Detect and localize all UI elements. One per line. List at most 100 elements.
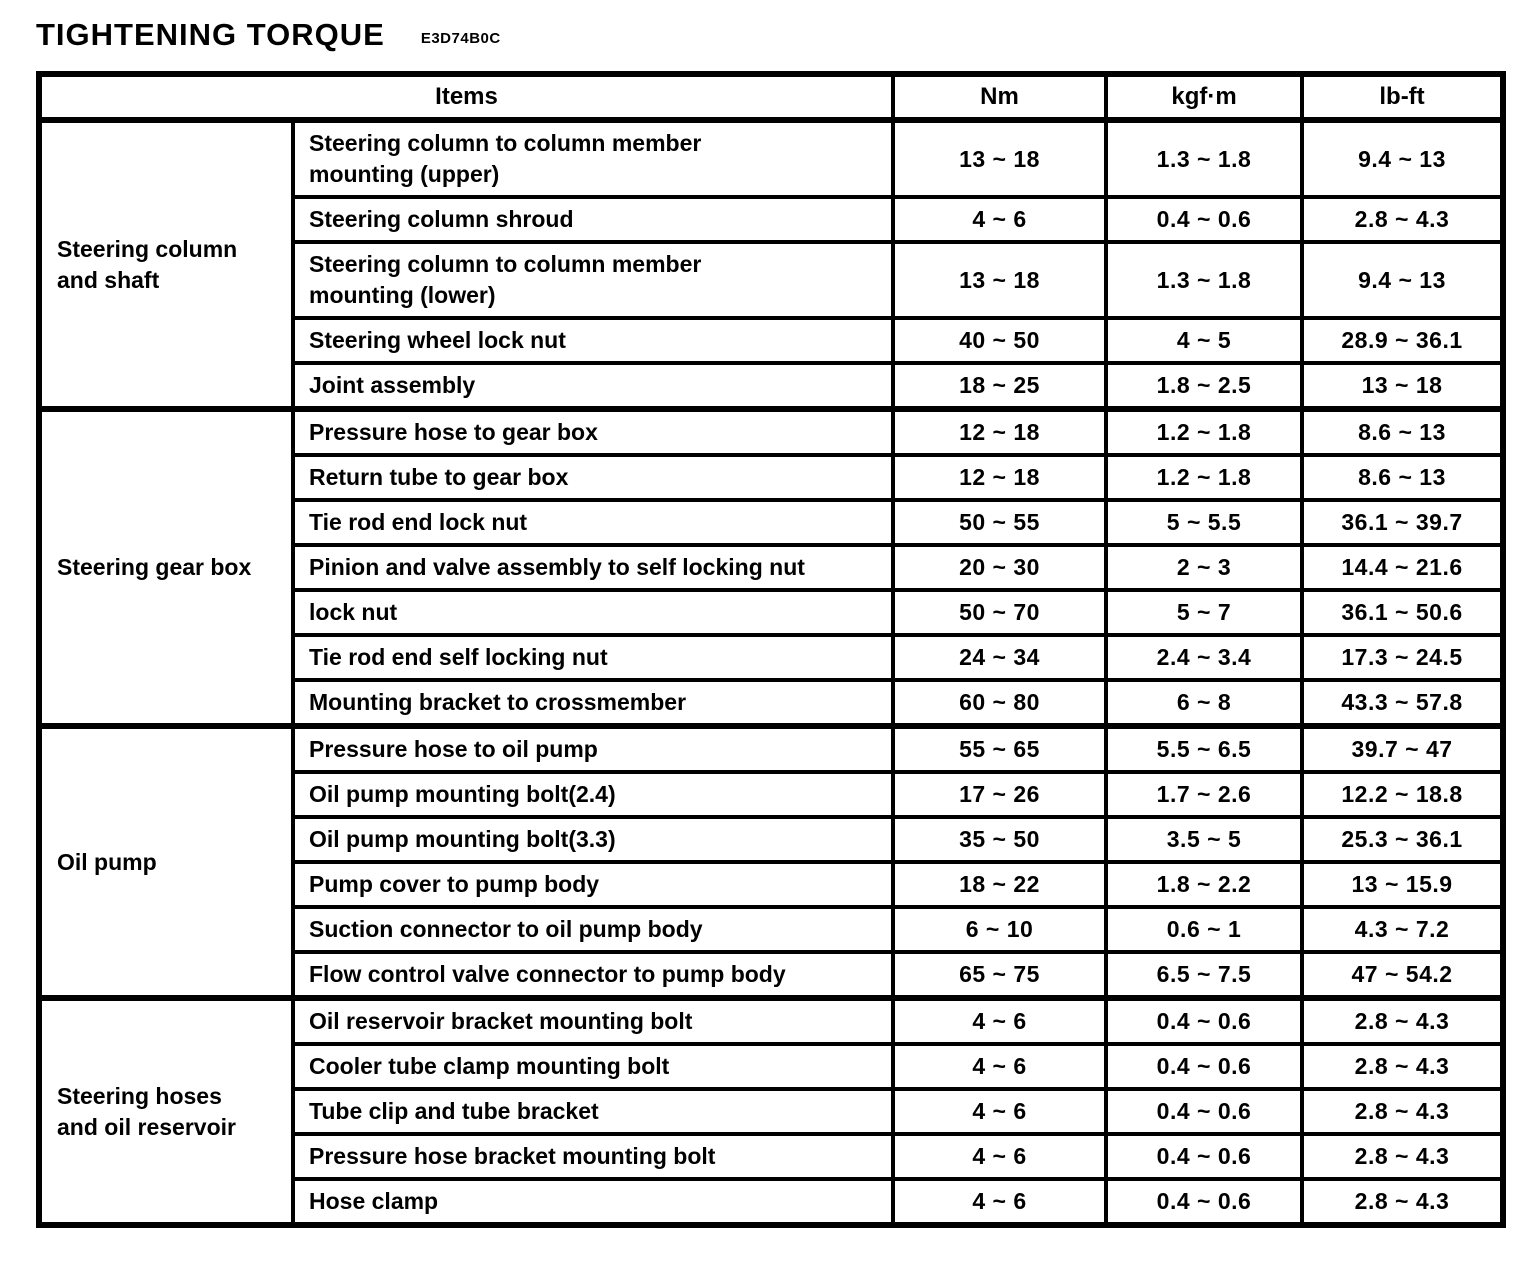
item-cell: Pressure hose to oil pump xyxy=(290,723,896,774)
torque-lbft-cell: 43.3 ~ 57.8 xyxy=(1300,678,1506,728)
torque-lbft-cell: 9.4 ~ 13 xyxy=(1300,117,1506,199)
item-cell: Pump cover to pump body xyxy=(290,860,896,909)
torque-nm-cell: 4 ~ 6 xyxy=(891,1132,1109,1181)
torque-lbft-cell: 2.8 ~ 4.3 xyxy=(1300,1042,1506,1091)
table-row: Suction connector to oil pump body 6 ~ 10… xyxy=(39,905,1506,954)
table-row: Oil pump Pressure hose to oil pump 55 ~ 65… xyxy=(37,723,1506,1000)
torque-table-body: Steering column and shaft Steering column… xyxy=(37,117,1506,1227)
item-cell: lock nut xyxy=(290,588,896,637)
torque-lbft-cell: 2.8 ~ 4.3 xyxy=(1300,1177,1506,1227)
table-row: Pinion and valve assembly to self lockin… xyxy=(39,543,1506,592)
torque-nm-cell: 4 ~ 6 xyxy=(891,1177,1109,1227)
table-row: Steering hoses and oil reservoir Oil rese… xyxy=(37,995,1506,1227)
torque-lbft-cell: 8.6 ~ 13 xyxy=(1300,453,1506,502)
item-cell: Mounting bracket to crossmember xyxy=(290,678,896,728)
table-row: Tie rod end lock nut 50 ~ 55 5 ~ 5.5 36.1 ~… xyxy=(39,498,1506,547)
table-row: Return tube to gear box 12 ~ 18 1.2 ~ 1.8 8… xyxy=(39,453,1506,502)
category-cell: Oil pump xyxy=(37,723,295,1000)
torque-nm-cell: 20 ~ 30 xyxy=(891,543,1109,592)
torque-nm-cell: 55 ~ 65 xyxy=(891,723,1109,774)
table-row: Steering column to column member mountin… xyxy=(39,240,1506,320)
table-row: Steering gear box Pressure hose to gear b… xyxy=(37,406,1506,728)
torque-lbft-cell: 13 ~ 18 xyxy=(1300,361,1506,411)
torque-lbft-cell: 2.8 ~ 4.3 xyxy=(1300,1132,1506,1181)
page-title: TIGHTENING TORQUE xyxy=(36,17,385,52)
torque-lbft-cell: 2.8 ~ 4.3 xyxy=(1300,995,1506,1046)
item-cell: Flow control valve connector to pump bod… xyxy=(290,950,896,1000)
category-cell: Steering hoses and oil reservoir xyxy=(37,995,295,1227)
item-cell: Tie rod end self locking nut xyxy=(290,633,896,682)
table-row: Oil pump mounting bolt(2.4) 17 ~ 26 1.7 ~ … xyxy=(39,770,1506,819)
torque-lbft-cell: 4.3 ~ 7.2 xyxy=(1300,905,1506,954)
item-cell: Pressure hose bracket mounting bolt xyxy=(290,1132,896,1181)
table-row: Steering column and shaft Steering column… xyxy=(37,117,1506,411)
torque-nm-cell: 4 ~ 6 xyxy=(891,195,1109,244)
torque-nm-cell: 12 ~ 18 xyxy=(891,406,1109,457)
table-row: Flow control valve connector to pump bod… xyxy=(39,950,1506,1000)
torque-nm-cell: 4 ~ 6 xyxy=(891,1042,1109,1091)
item-cell: Tube clip and tube bracket xyxy=(290,1087,896,1136)
torque-lbft-cell: 8.6 ~ 13 xyxy=(1300,406,1506,457)
torque-nm-cell: 12 ~ 18 xyxy=(891,453,1109,502)
table-row: Pump cover to pump body 18 ~ 22 1.8 ~ 2.2 1… xyxy=(39,860,1506,909)
item-cell: Steering column to column member mountin… xyxy=(290,117,896,199)
torque-lbft-cell: 9.4 ~ 13 xyxy=(1300,240,1506,320)
torque-nm-cell: 40 ~ 50 xyxy=(891,316,1109,365)
table-row: Tube clip and tube bracket 4 ~ 6 0.4 ~ 0.6… xyxy=(39,1087,1506,1136)
item-cell: Oil reservoir bracket mounting bolt xyxy=(290,995,896,1046)
torque-kgfm-cell: 3.5 ~ 5 xyxy=(1104,815,1305,864)
table-row: Oil pump mounting bolt(3.3) 35 ~ 50 3.5 ~ … xyxy=(39,815,1506,864)
section-code: E3D74B0C xyxy=(420,30,501,47)
item-cell: Steering wheel lock nut xyxy=(290,316,896,365)
torque-kgfm-cell: 0.6 ~ 1 xyxy=(1104,905,1305,954)
tightening-torque-table: Items Nm kgf·m lb-ft Steering column and… xyxy=(36,71,1507,1228)
item-cell: Hose clamp xyxy=(290,1177,896,1227)
torque-lbft-cell: 14.4 ~ 21.6 xyxy=(1300,543,1506,592)
header-lbft: lb-ft xyxy=(1300,72,1506,123)
torque-kgfm-cell: 5 ~ 5.5 xyxy=(1104,498,1305,547)
torque-lbft-cell: 47 ~ 54.2 xyxy=(1300,950,1506,1000)
title-row: TIGHTENING TORQUE E3D74B0C xyxy=(36,10,1536,50)
torque-kgfm-cell: 0.4 ~ 0.6 xyxy=(1104,195,1305,244)
torque-kgfm-cell: 1.8 ~ 2.2 xyxy=(1104,860,1305,909)
torque-lbft-cell: 17.3 ~ 24.5 xyxy=(1300,633,1506,682)
table-row: Mounting bracket to crossmember 60 ~ 80 6 … xyxy=(39,678,1506,728)
item-cell: Suction connector to oil pump body xyxy=(290,905,896,954)
torque-kgfm-cell: 2.4 ~ 3.4 xyxy=(1104,633,1305,682)
torque-kgfm-cell: 1.3 ~ 1.8 xyxy=(1104,240,1305,320)
torque-nm-cell: 60 ~ 80 xyxy=(891,678,1109,728)
table-row: Steering wheel lock nut 40 ~ 50 4 ~ 5 28.9 … xyxy=(39,316,1506,365)
torque-nm-cell: 18 ~ 22 xyxy=(891,860,1109,909)
torque-kgfm-cell: 6.5 ~ 7.5 xyxy=(1104,950,1305,1000)
item-cell: Cooler tube clamp mounting bolt xyxy=(290,1042,896,1091)
item-cell: Steering column to column member mountin… xyxy=(290,240,896,320)
torque-nm-cell: 35 ~ 50 xyxy=(891,815,1109,864)
torque-lbft-cell: 39.7 ~ 47 xyxy=(1300,723,1506,774)
table-row: Cooler tube clamp mounting bolt 4 ~ 6 0.4 … xyxy=(39,1042,1506,1091)
torque-lbft-cell: 36.1 ~ 39.7 xyxy=(1300,498,1506,547)
torque-nm-cell: 65 ~ 75 xyxy=(891,950,1109,1000)
torque-kgfm-cell: 0.4 ~ 0.6 xyxy=(1104,995,1305,1046)
torque-kgfm-cell: 1.2 ~ 1.8 xyxy=(1104,406,1305,457)
header-row: Items Nm kgf·m lb-ft xyxy=(36,72,1506,123)
torque-nm-cell: 17 ~ 26 xyxy=(891,770,1109,819)
torque-lbft-cell: 13 ~ 15.9 xyxy=(1300,860,1506,909)
table-row: Hose clamp 4 ~ 6 0.4 ~ 0.6 2.8 ~ 4.3 xyxy=(39,1177,1506,1227)
torque-kgfm-cell: 5 ~ 7 xyxy=(1104,588,1305,637)
table-row: Steering column shroud 4 ~ 6 0.4 ~ 0.6 2.8 … xyxy=(39,195,1506,244)
torque-lbft-cell: 36.1 ~ 50.6 xyxy=(1300,588,1506,637)
item-cell: Return tube to gear box xyxy=(290,453,896,502)
item-cell: Pinion and valve assembly to self lockin… xyxy=(290,543,896,592)
torque-kgfm-cell: 2 ~ 3 xyxy=(1104,543,1305,592)
torque-kgfm-cell: 1.2 ~ 1.8 xyxy=(1104,453,1305,502)
torque-kgfm-cell: 0.4 ~ 0.6 xyxy=(1104,1177,1305,1227)
manual-page: TIGHTENING TORQUE E3D74B0C Items Nm kgf·… xyxy=(36,10,1536,1228)
torque-kgfm-cell: 6 ~ 8 xyxy=(1104,678,1305,728)
torque-kgfm-cell: 1.3 ~ 1.8 xyxy=(1104,117,1305,199)
torque-nm-cell: 50 ~ 70 xyxy=(891,588,1109,637)
item-cell: Steering column shroud xyxy=(290,195,896,244)
torque-kgfm-cell: 4 ~ 5 xyxy=(1104,316,1305,365)
torque-nm-cell: 24 ~ 34 xyxy=(891,633,1109,682)
torque-lbft-cell: 12.2 ~ 18.8 xyxy=(1300,770,1506,819)
torque-kgfm-cell: 5.5 ~ 6.5 xyxy=(1104,723,1305,774)
